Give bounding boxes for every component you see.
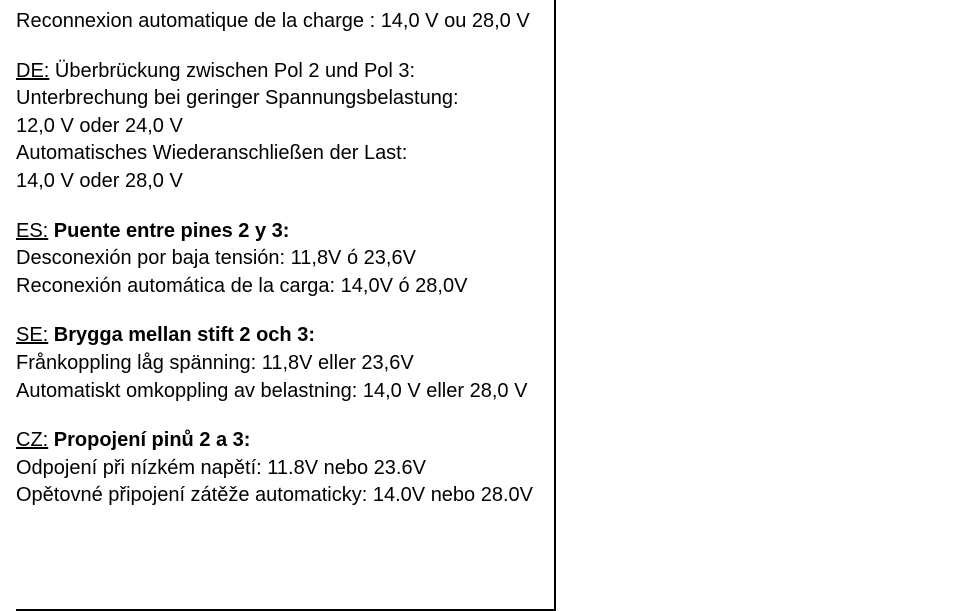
block-se: SE: Brygga mellan stift 2 och 3: Frånkop… [16, 322, 540, 405]
es-prefix: ES: [16, 220, 48, 242]
de-line3: Automatisches Wiederanschließen der Last… [16, 140, 540, 168]
se-line1: Frånkoppling låg spänning: 11,8V eller 2… [16, 350, 540, 378]
se-line2: Automatiskt omkoppling av belastning: 14… [16, 378, 540, 406]
de-prefix: DE: [16, 60, 49, 82]
block-de: DE: Überbrückung zwischen Pol 2 und Pol … [16, 58, 540, 196]
cz-line2: Opětovné připojení zátěže automaticky: 1… [16, 482, 540, 510]
cz-title-rest: Propojení pinů 2 a 3: [48, 429, 250, 451]
table-cell: Reconnexion automatique de la charge : 1… [16, 0, 556, 611]
cz-line1: Odpojení při nízkém napětí: 11.8V nebo 2… [16, 455, 540, 483]
block-cz: CZ: Propojení pinů 2 a 3: Odpojení při n… [16, 427, 540, 510]
se-prefix: SE: [16, 324, 48, 346]
block-es: ES: Puente entre pines 2 y 3: Desconexió… [16, 218, 540, 301]
fr-line1: Reconnexion automatique de la charge : 1… [16, 8, 540, 36]
es-line2: Reconexión automática de la carga: 14,0V… [16, 273, 540, 301]
block-fr: Reconnexion automatique de la charge : 1… [16, 8, 540, 36]
de-line2: 12,0 V oder 24,0 V [16, 113, 540, 141]
de-title: DE: Überbrückung zwischen Pol 2 und Pol … [16, 58, 540, 86]
de-line4: 14,0 V oder 28,0 V [16, 168, 540, 196]
se-title: SE: Brygga mellan stift 2 och 3: [16, 322, 540, 350]
es-title: ES: Puente entre pines 2 y 3: [16, 218, 540, 246]
de-line1: Unterbrechung bei geringer Spannungsbela… [16, 85, 540, 113]
de-title-rest: Überbrückung zwischen Pol 2 und Pol 3: [49, 60, 415, 82]
es-line1: Desconexión por baja tensión: 11,8V ó 23… [16, 245, 540, 273]
page: Reconnexion automatique de la charge : 1… [0, 0, 960, 611]
cz-prefix: CZ: [16, 429, 48, 451]
cz-title: CZ: Propojení pinů 2 a 3: [16, 427, 540, 455]
se-title-rest: Brygga mellan stift 2 och 3: [48, 324, 315, 346]
es-title-rest: Puente entre pines 2 y 3: [48, 220, 289, 242]
